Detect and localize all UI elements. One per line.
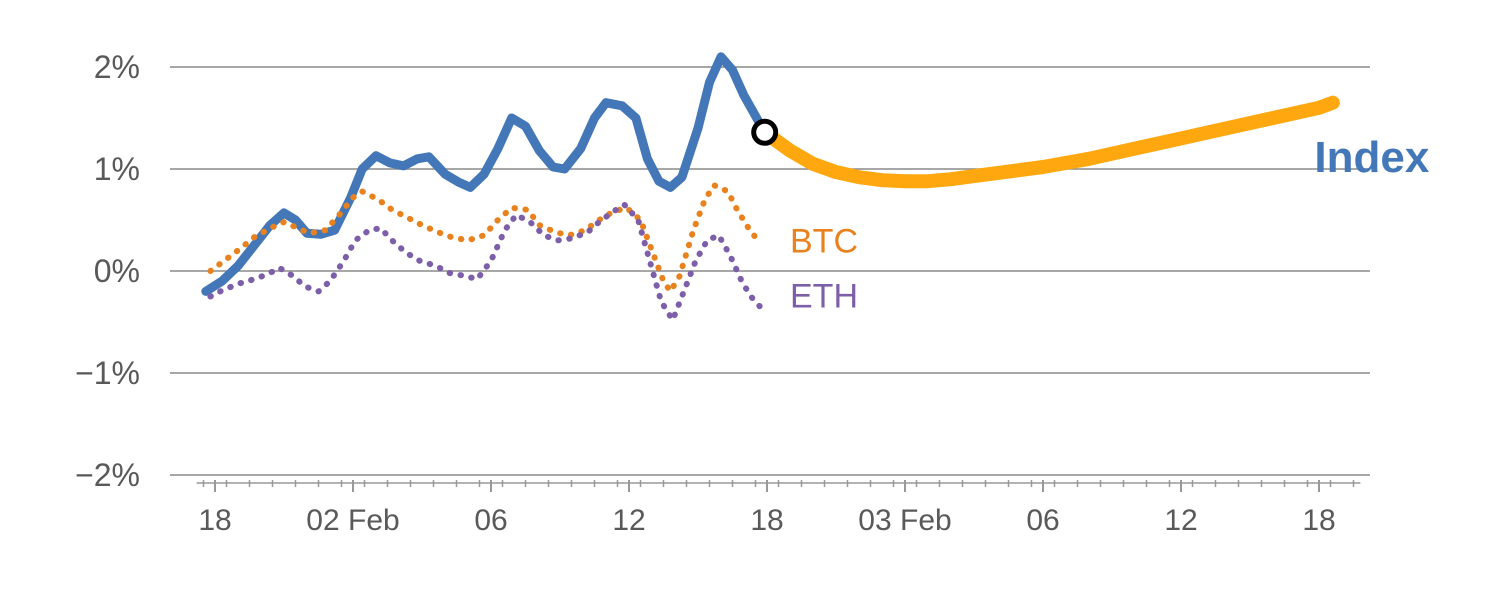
x-tick-label: 18 [750, 504, 783, 537]
x-tick-label: 06 [1026, 504, 1059, 537]
series-line-eth [207, 201, 764, 323]
y-tick-label: −2% [75, 457, 140, 493]
x-tick-label: 02 Feb [306, 504, 399, 537]
x-tick-label: 06 [474, 504, 507, 537]
series-label-btc: BTC [790, 223, 858, 261]
series-line-index [201, 52, 770, 296]
series-line-btc [207, 182, 761, 295]
x-tick-label: 12 [612, 504, 645, 537]
series-label-index: Index [1314, 133, 1429, 182]
y-tick-label: 0% [94, 253, 140, 289]
y-tick-label: 2% [94, 49, 140, 85]
series-label-eth: ETH [790, 278, 858, 316]
x-tick-label: 18 [198, 504, 231, 537]
x-tick-label: 12 [1164, 504, 1197, 537]
x-tick-label: 18 [1302, 504, 1335, 537]
y-tick-label: −1% [75, 355, 140, 391]
series-line-index-forecast [757, 95, 1340, 189]
forecast-start-marker [751, 118, 779, 146]
x-tick-label: 03 Feb [858, 504, 951, 537]
y-tick-label: 1% [94, 151, 140, 187]
